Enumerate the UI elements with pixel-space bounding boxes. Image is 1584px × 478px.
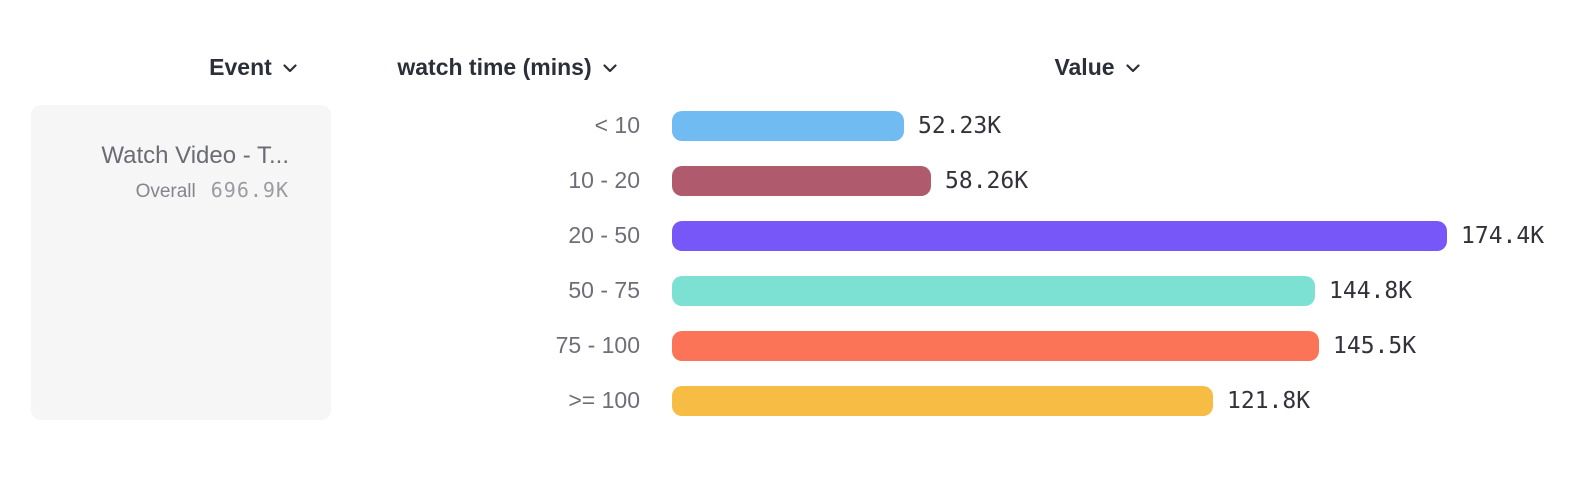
- chart-row: < 10 52.23K: [0, 98, 1584, 153]
- column-header-value[interactable]: Value: [947, 52, 1247, 82]
- category-label: < 10: [594, 112, 640, 138]
- chevron-down-icon: [603, 64, 617, 73]
- category-label: 50 - 75: [568, 277, 640, 303]
- category-label: 20 - 50: [568, 222, 640, 248]
- event-summary-card[interactable]: Watch Video - T... Overall 696.9K: [31, 105, 331, 420]
- column-header-breakdown[interactable]: watch time (mins): [357, 52, 657, 82]
- value-label: 58.26K: [945, 167, 1029, 194]
- column-header-breakdown-label: watch time (mins): [397, 53, 592, 80]
- bar-segment[interactable]: [672, 110, 904, 141]
- column-header-event-label: Event: [209, 53, 272, 80]
- bar-segment[interactable]: [672, 385, 1213, 416]
- event-name: Watch Video - T...: [101, 142, 289, 169]
- value-label: 145.5K: [1333, 332, 1417, 359]
- bar-segment[interactable]: [672, 165, 931, 196]
- chart-row: 75 - 100 145.5K: [0, 318, 1584, 373]
- bar-segment[interactable]: [672, 275, 1315, 306]
- overall-value: 696.9K: [210, 178, 289, 202]
- chart-row: 50 - 75 144.8K: [0, 263, 1584, 318]
- bar-segment[interactable]: [672, 330, 1319, 361]
- chart-rows: < 10 52.23K 10 - 20 58.26K 20 - 50 174.4K 50 -…: [0, 98, 1584, 428]
- category-label: 10 - 20: [568, 167, 640, 193]
- category-label: >= 100: [568, 387, 640, 413]
- chart-row: 20 - 50 174.4K: [0, 208, 1584, 263]
- value-label: 121.8K: [1227, 387, 1311, 414]
- bar-segment[interactable]: [672, 220, 1447, 251]
- chevron-down-icon: [1125, 64, 1140, 73]
- chart-row: >= 100 121.8K: [0, 373, 1584, 428]
- overall-label: Overall: [135, 181, 196, 202]
- overall-line: Overall 696.9K: [31, 178, 289, 203]
- value-label: 144.8K: [1329, 277, 1413, 304]
- column-header-event[interactable]: Event: [153, 52, 353, 82]
- value-label: 174.4K: [1461, 222, 1545, 249]
- chevron-down-icon: [283, 64, 297, 73]
- category-label: 75 - 100: [555, 332, 640, 358]
- column-header-value-label: Value: [1054, 53, 1115, 80]
- chart-row: 10 - 20 58.26K: [0, 153, 1584, 208]
- value-label: 52.23K: [918, 112, 1002, 139]
